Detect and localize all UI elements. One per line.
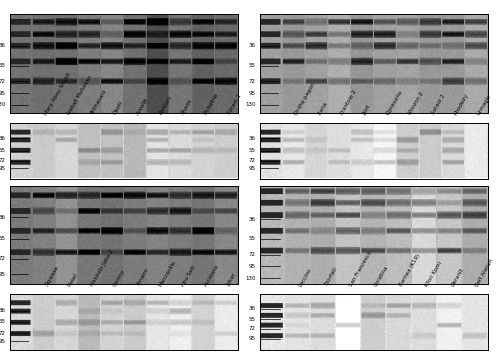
Text: 95: 95 bbox=[0, 339, 6, 344]
Text: Abu Sati: Abu Sati bbox=[180, 265, 196, 287]
Text: 72: 72 bbox=[0, 158, 6, 163]
Text: 55: 55 bbox=[248, 63, 256, 68]
Text: Mary Abou Shokh: Mary Abou Shokh bbox=[44, 71, 72, 116]
Text: 72: 72 bbox=[0, 256, 6, 261]
Text: 130: 130 bbox=[245, 102, 256, 107]
Text: Mission 2: Mission 2 bbox=[408, 91, 425, 116]
Text: 72: 72 bbox=[248, 158, 256, 163]
Text: 95: 95 bbox=[0, 91, 6, 96]
Text: Telmesani: Telmesani bbox=[90, 90, 108, 116]
Text: 72: 72 bbox=[248, 252, 256, 257]
Text: Nabali Muhasan: Nabali Muhasan bbox=[67, 75, 94, 116]
Text: Beit Alaliah: Beit Alaliah bbox=[475, 258, 495, 287]
Text: 55: 55 bbox=[248, 317, 256, 322]
Text: 95: 95 bbox=[248, 166, 256, 171]
Text: Rasei: Rasei bbox=[67, 272, 78, 287]
Text: 130: 130 bbox=[245, 276, 256, 281]
Text: 55: 55 bbox=[0, 63, 6, 68]
Text: 36: 36 bbox=[248, 306, 256, 311]
Text: Frantoio 2: Frantoio 2 bbox=[340, 89, 358, 116]
Text: Nasoubi Jaba 2: Nasoubi Jaba 2 bbox=[90, 249, 114, 287]
Text: Ayvolik: Ayvolik bbox=[135, 96, 149, 116]
Text: 36: 36 bbox=[248, 136, 256, 141]
Text: 72: 72 bbox=[0, 79, 6, 84]
Text: Cipressino: Cipressino bbox=[385, 89, 404, 116]
Text: Khodeiry: Khodeiry bbox=[454, 92, 470, 116]
Text: 36: 36 bbox=[0, 43, 6, 48]
Text: 55: 55 bbox=[0, 320, 6, 325]
Text: Leccino: Leccino bbox=[298, 267, 312, 287]
Text: Coratina: Coratina bbox=[374, 264, 390, 287]
Text: 95: 95 bbox=[248, 91, 256, 96]
Text: 55: 55 bbox=[248, 148, 256, 153]
Text: Sigwase: Sigwase bbox=[44, 265, 60, 287]
Text: Sorani 2: Sorani 2 bbox=[430, 94, 446, 116]
Text: 95: 95 bbox=[0, 272, 6, 277]
Text: Ascolano: Ascolano bbox=[204, 263, 220, 287]
Text: 55: 55 bbox=[0, 236, 6, 241]
Text: 72: 72 bbox=[248, 326, 256, 331]
Text: 36: 36 bbox=[248, 217, 256, 222]
Text: Sorani 1: Sorani 1 bbox=[226, 94, 242, 116]
Text: 36: 36 bbox=[0, 136, 6, 141]
Text: Canino: Canino bbox=[112, 268, 126, 287]
Text: Yonami: Yonami bbox=[135, 267, 150, 287]
Text: Jekar: Jekar bbox=[226, 273, 237, 287]
Text: Kfori Komi: Kfori Komi bbox=[424, 260, 442, 287]
Text: Shami: Shami bbox=[180, 98, 194, 116]
Text: Itana: Itana bbox=[317, 101, 328, 116]
Text: 36: 36 bbox=[0, 308, 6, 313]
Text: 55: 55 bbox=[248, 236, 256, 241]
Text: 72: 72 bbox=[0, 331, 6, 336]
Text: 72: 72 bbox=[248, 79, 256, 84]
Text: Tzorfati: Tzorfati bbox=[323, 267, 338, 287]
Text: 95: 95 bbox=[248, 264, 256, 269]
Text: 55: 55 bbox=[0, 148, 6, 153]
Text: 95: 95 bbox=[0, 166, 6, 171]
Text: 95: 95 bbox=[248, 336, 256, 341]
Text: 36: 36 bbox=[248, 43, 256, 48]
Text: San Francesco: San Francesco bbox=[348, 250, 372, 287]
Text: Manzanillo: Manzanillo bbox=[158, 259, 177, 287]
Text: Qaranit: Qaranit bbox=[450, 267, 464, 287]
Text: Urmagic: Urmagic bbox=[476, 93, 492, 116]
Text: Oasili: Oasili bbox=[112, 100, 124, 116]
Text: Barouni: Barouni bbox=[158, 95, 173, 116]
Text: 130: 130 bbox=[0, 102, 6, 107]
Text: Barnea (K19): Barnea (K19) bbox=[399, 253, 421, 287]
Text: 36: 36 bbox=[0, 215, 6, 220]
Text: Jiort: Jiort bbox=[362, 104, 372, 116]
Text: Or-the pagon: Or-the pagon bbox=[294, 82, 316, 116]
Text: Picholine: Picholine bbox=[204, 92, 220, 116]
